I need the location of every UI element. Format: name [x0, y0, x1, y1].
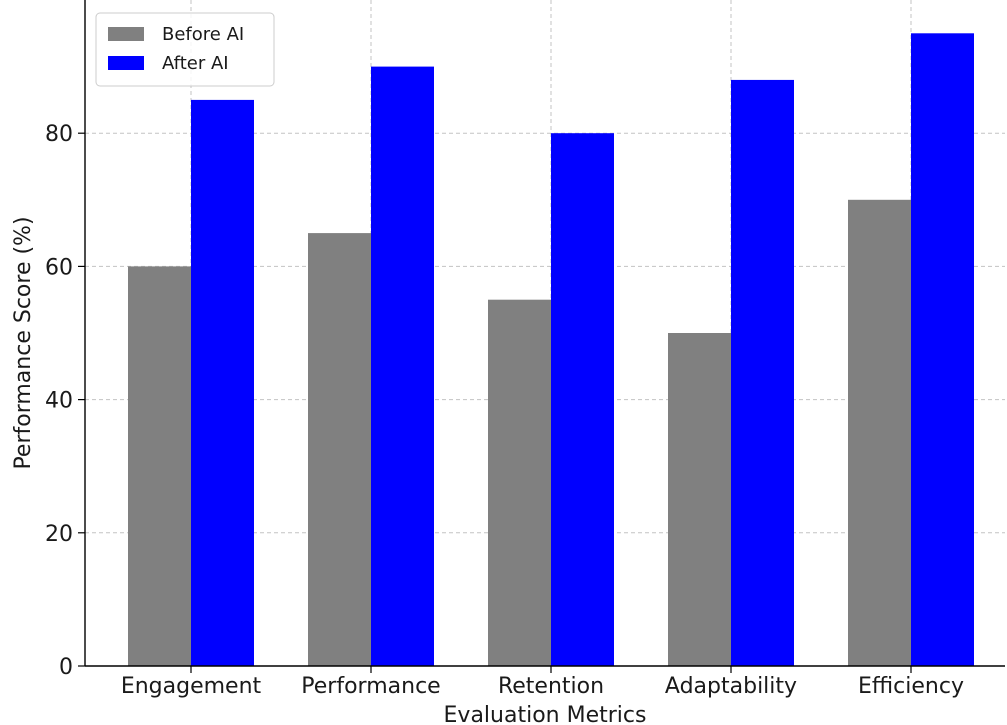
bar-before-ai-adaptability	[668, 333, 731, 666]
bar-after-ai-adaptability	[731, 79, 794, 667]
legend-label: After AI	[162, 53, 229, 74]
bar-before-ai-performance	[308, 233, 371, 666]
bar-before-ai-engagement	[128, 266, 191, 666]
x-tick-label: Retention	[498, 674, 604, 699]
bar-before-ai-retention	[488, 299, 551, 666]
x-tick-label: Performance	[301, 674, 440, 699]
x-axis-title: Evaluation Metrics	[444, 703, 647, 725]
x-ticks: Engagement Performance Retention Adaptabili…	[121, 666, 964, 699]
legend-swatch	[108, 56, 144, 70]
axes	[84, 0, 1005, 667]
y-tick-label: 60	[45, 255, 73, 280]
bar-after-ai-retention	[551, 133, 614, 666]
bar-before-ai-efficiency	[848, 199, 911, 667]
x-tick-label: Engagement	[121, 674, 262, 699]
legend: Before AI After AI	[95, 12, 275, 87]
y-axis-title: Performance Score (%)	[11, 216, 36, 469]
bars	[128, 33, 974, 667]
y-ticks: 0 20 40 60 80	[45, 122, 85, 680]
y-tick-label: 0	[59, 655, 73, 680]
x-tick-label: Adaptability	[665, 674, 797, 699]
legend-label: Before AI	[162, 24, 244, 45]
y-tick-label: 20	[45, 522, 73, 547]
legend-swatch	[108, 27, 144, 41]
y-tick-label: 80	[45, 122, 73, 147]
bar-after-ai-performance	[371, 66, 434, 667]
bar-after-ai-engagement	[191, 99, 254, 666]
bar-after-ai-efficiency	[911, 33, 974, 667]
y-tick-label: 40	[45, 389, 73, 414]
x-tick-label: Efficiency	[858, 674, 964, 699]
